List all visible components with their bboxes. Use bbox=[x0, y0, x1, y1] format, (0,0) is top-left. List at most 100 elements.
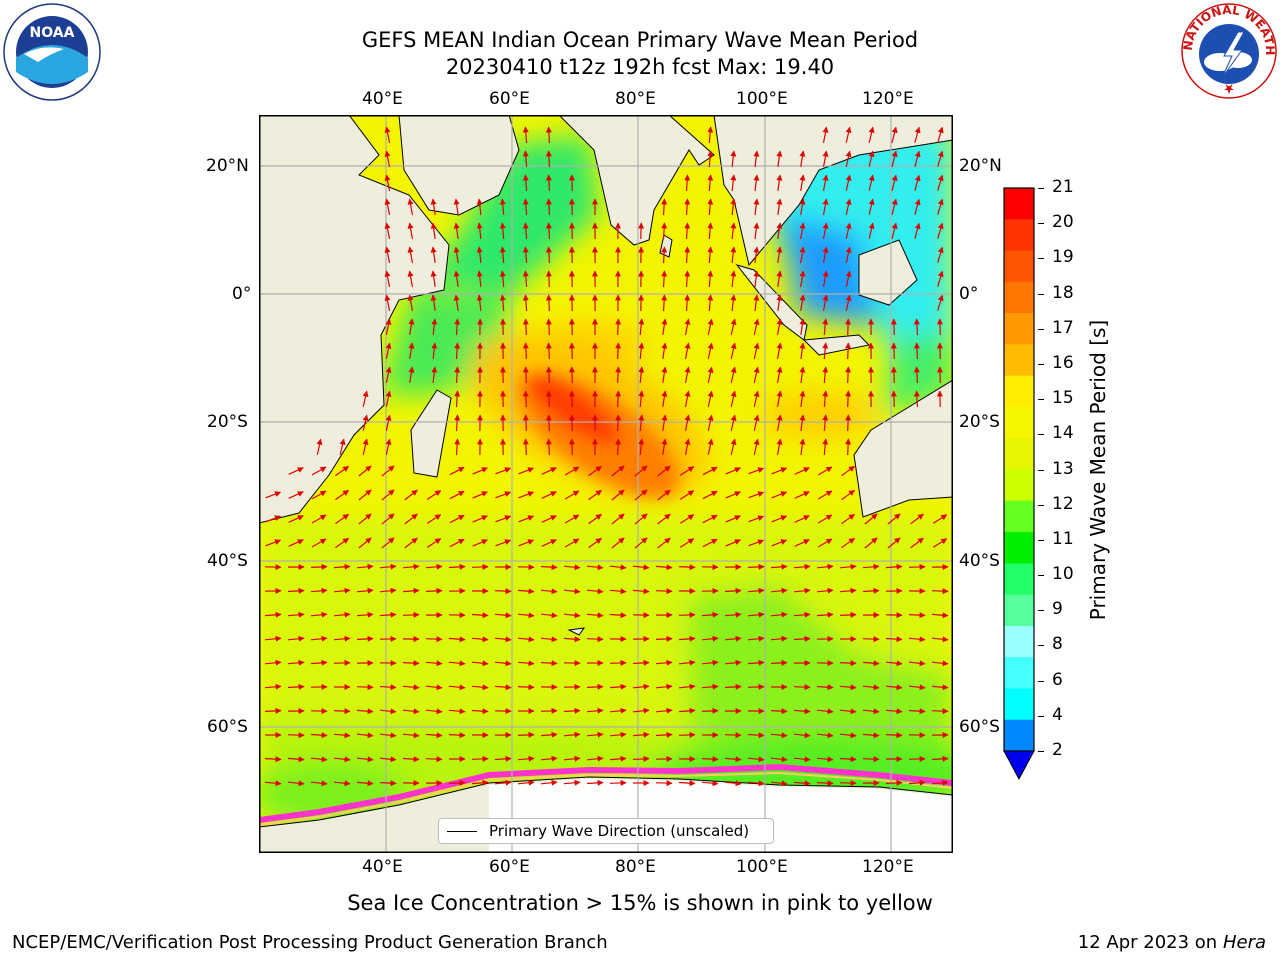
wave-direction-arrow bbox=[747, 635, 765, 642]
wave-direction-arrow bbox=[655, 635, 673, 642]
colorbar-tick-label: 16 bbox=[1052, 352, 1074, 373]
wave-direction-arrow bbox=[725, 491, 741, 499]
wave-direction-arrow bbox=[730, 222, 737, 240]
wave-direction-arrow bbox=[839, 660, 857, 667]
wave-direction-arrow bbox=[494, 612, 512, 619]
wave-direction-arrow bbox=[868, 174, 875, 191]
wave-direction-arrow bbox=[862, 684, 880, 691]
chart-title: GEFS MEAN Indian Ocean Primary Wave Mean… bbox=[361, 28, 919, 52]
lat-label-right: 20°N bbox=[959, 156, 1002, 176]
wave-direction-arrow bbox=[430, 246, 437, 263]
wave-direction-arrow bbox=[931, 588, 949, 595]
wave-direction-arrow bbox=[454, 390, 461, 408]
wave-direction-arrow bbox=[402, 756, 420, 763]
wave-direction-arrow bbox=[707, 150, 714, 168]
wave-direction-arrow bbox=[799, 366, 806, 383]
wave-direction-arrow bbox=[730, 174, 737, 192]
wave-direction-arrow bbox=[707, 246, 714, 264]
wave-direction-arrow bbox=[586, 588, 604, 595]
wave-direction-arrow bbox=[449, 538, 465, 548]
colorbar-tick-label: 21 bbox=[1052, 177, 1074, 197]
wave-direction-arrow bbox=[845, 270, 852, 287]
wave-direction-arrow bbox=[609, 588, 627, 595]
wave-direction-arrow bbox=[638, 390, 645, 408]
wave-direction-arrow bbox=[684, 270, 691, 288]
wave-direction-arrow bbox=[793, 684, 811, 691]
wave-direction-arrow bbox=[661, 318, 668, 335]
wave-direction-arrow bbox=[724, 683, 742, 690]
wave-direction-arrow bbox=[545, 414, 552, 432]
wave-direction-arrow bbox=[702, 514, 718, 524]
wave-direction-arrow bbox=[586, 564, 604, 571]
wave-direction-arrow bbox=[495, 539, 512, 547]
wave-direction-arrow bbox=[494, 779, 512, 786]
wave-direction-arrow bbox=[356, 780, 374, 787]
wave-direction-arrow bbox=[586, 683, 604, 690]
wave-direction-arrow bbox=[913, 390, 920, 408]
wave-direction-arrow bbox=[655, 659, 673, 666]
wave-direction-arrow bbox=[522, 246, 529, 264]
wave-direction-arrow bbox=[379, 684, 397, 691]
wave-direction-arrow bbox=[657, 537, 671, 549]
wave-direction-arrow bbox=[862, 563, 880, 570]
colorbar-tick-label: 17 bbox=[1052, 317, 1074, 338]
wave-direction-arrow bbox=[730, 342, 737, 359]
wave-direction-arrow bbox=[310, 780, 328, 787]
wave-direction-arrow bbox=[568, 198, 575, 216]
wave-direction-arrow bbox=[885, 636, 903, 643]
wave-direction-arrow bbox=[655, 564, 673, 571]
colorbar-segment bbox=[1004, 469, 1034, 502]
wave-direction-arrow bbox=[862, 636, 880, 643]
wave-direction-arrow bbox=[885, 660, 903, 667]
lon-label-bottom: 80°E bbox=[615, 857, 656, 877]
wave-direction-arrow bbox=[753, 390, 760, 407]
colorbar-tick-mark bbox=[1038, 399, 1044, 401]
wave-direction-arrow bbox=[632, 731, 650, 738]
wave-direction-arrow bbox=[730, 318, 737, 335]
colorbar-segment bbox=[1004, 250, 1034, 283]
wave-direction-arrow bbox=[822, 366, 829, 384]
colorbar-tick-mark bbox=[1038, 434, 1044, 436]
colorbar-tick-label: 8 bbox=[1052, 634, 1063, 655]
wave-direction-arrow bbox=[287, 611, 305, 618]
wave-direction-arrow bbox=[471, 563, 489, 570]
wave-direction-arrow bbox=[822, 246, 829, 264]
wave-direction-arrow bbox=[678, 659, 696, 666]
wave-direction-arrow bbox=[476, 198, 483, 215]
wave-direction-arrow bbox=[522, 438, 529, 456]
wave-direction-arrow bbox=[822, 150, 829, 168]
wave-direction-arrow bbox=[839, 732, 857, 739]
wave-direction-arrow bbox=[362, 414, 369, 431]
wave-direction-arrow bbox=[822, 318, 829, 336]
wave-direction-arrow bbox=[564, 490, 580, 500]
wave-direction-arrow bbox=[384, 126, 391, 144]
wave-direction-arrow bbox=[661, 438, 668, 455]
wave-direction-arrow bbox=[817, 514, 833, 524]
legend-line-swatch bbox=[447, 830, 477, 832]
wave-direction-arrow bbox=[839, 756, 857, 763]
wave-direction-arrow bbox=[776, 222, 783, 239]
wave-direction-arrow bbox=[425, 587, 443, 594]
wave-direction-arrow bbox=[545, 174, 552, 192]
wave-direction-arrow bbox=[661, 222, 668, 240]
wave-direction-arrow bbox=[288, 515, 304, 523]
wave-direction-arrow bbox=[425, 756, 443, 763]
wave-direction-arrow bbox=[453, 294, 460, 311]
wave-direction-arrow bbox=[817, 490, 833, 500]
wave-direction-arrow bbox=[517, 588, 535, 595]
wave-direction-arrow bbox=[356, 732, 374, 739]
wave-direction-arrow bbox=[541, 539, 557, 547]
wave-direction-arrow bbox=[453, 198, 460, 215]
wave-direction-arrow bbox=[868, 198, 875, 215]
colorbar-segment bbox=[1004, 219, 1034, 252]
wave-direction-arrow bbox=[724, 659, 742, 666]
lon-label-top: 80°E bbox=[615, 89, 656, 109]
wave-direction-arrow bbox=[822, 198, 829, 216]
lon-label-top: 100°E bbox=[736, 89, 788, 109]
wave-direction-arrow bbox=[799, 342, 806, 359]
wave-direction-arrow bbox=[753, 342, 760, 359]
wave-direction-arrow bbox=[609, 755, 627, 762]
lon-label-bottom: 120°E bbox=[862, 857, 914, 877]
wave-direction-arrow bbox=[545, 318, 552, 336]
wave-direction-arrow bbox=[747, 780, 765, 787]
